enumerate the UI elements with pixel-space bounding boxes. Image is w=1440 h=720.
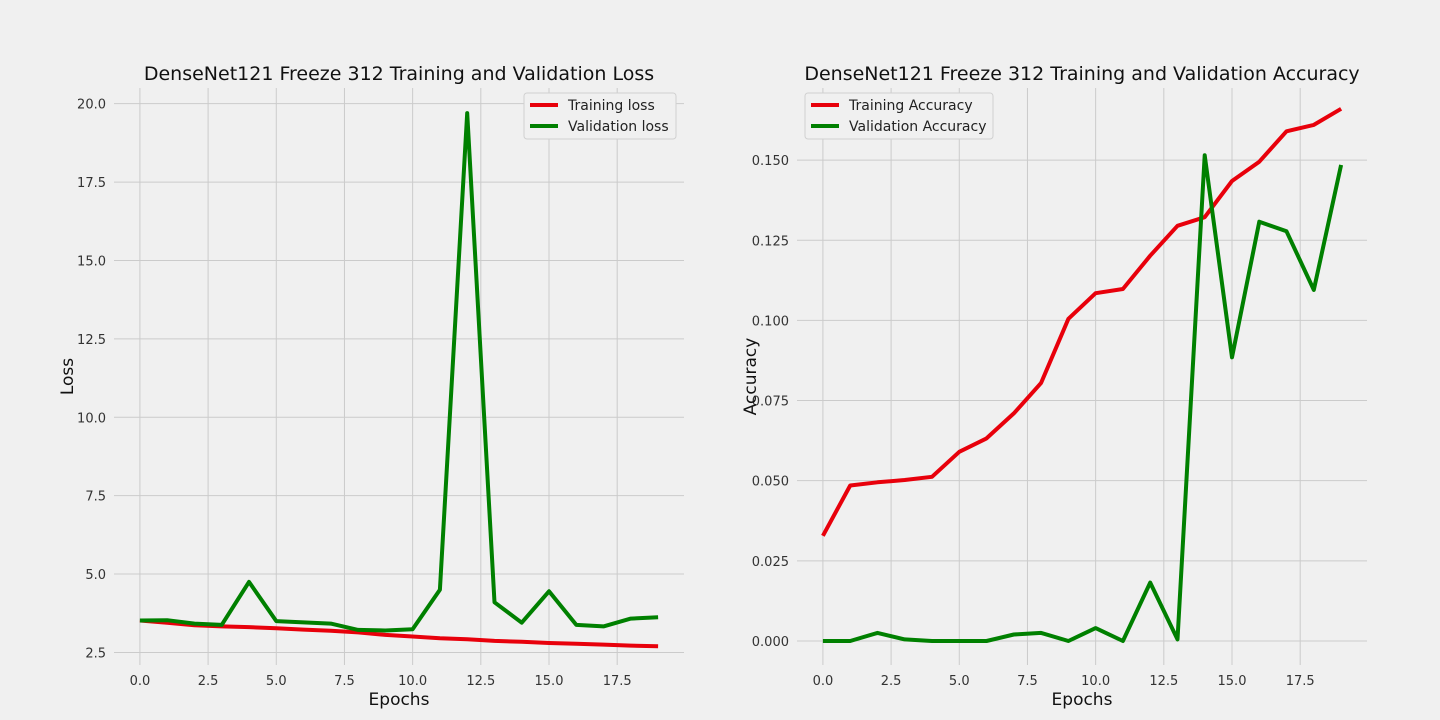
- legend-box: [804, 92, 994, 140]
- legend-label: Training Accuracy: [848, 98, 973, 114]
- y-tick-label: 0.025: [752, 555, 789, 570]
- x-tick-label: 0.0: [130, 674, 151, 689]
- y-tick-label: 20.0: [77, 98, 106, 113]
- y-tick-label: 0.050: [752, 475, 789, 490]
- legend-label: Validation Accuracy: [849, 119, 987, 135]
- series-line-1: [139, 618, 659, 649]
- x-tick-label: 2.5: [881, 674, 902, 689]
- y-tick-label: 7.5: [85, 490, 106, 505]
- x-tick-label: 12.5: [1149, 674, 1178, 689]
- y-tick-label: 0.100: [752, 314, 789, 329]
- y-tick-label: 0.000: [752, 635, 789, 650]
- legend: Training loss Validation loss: [523, 92, 677, 140]
- y-tick-label: 17.5: [77, 176, 106, 191]
- legend-box: [523, 92, 677, 140]
- x-tick-label: 12.5: [466, 674, 495, 689]
- series-line-1: [821, 107, 1343, 537]
- x-tick-label: 17.5: [1286, 674, 1315, 689]
- x-tick-label: 5.0: [949, 674, 970, 689]
- series-line-2: [822, 153, 1344, 643]
- legend: Training Accuracy Validation Accuracy: [804, 92, 994, 140]
- series-line-2: [139, 111, 659, 633]
- y-tick-label: 0.125: [752, 234, 789, 249]
- x-tick-label: 15.0: [1218, 674, 1247, 689]
- y-tick-label: 0.150: [752, 154, 789, 169]
- x-tick-label: 7.5: [1017, 674, 1038, 689]
- x-tick-label: 7.5: [334, 674, 355, 689]
- y-tick-label: 10.0: [77, 411, 106, 426]
- x-tick-label: 0.0: [813, 674, 834, 689]
- chart-panel-1: 0.0 2.5 5.0 7.5 10.0 12.5 15.0 17.5 2.5 5.0 7.5 10.…: [58, 63, 684, 710]
- x-tick-label: 5.0: [266, 674, 287, 689]
- x-tick-label: 10.0: [1081, 674, 1110, 689]
- y-tick-label: 2.5: [85, 646, 106, 661]
- x-tick-label: 10.0: [398, 674, 427, 689]
- chart-title: DenseNet121 Freeze 312 Training and Vali…: [144, 63, 654, 85]
- legend-label: Validation loss: [568, 119, 669, 135]
- x-axis-label: Epochs: [1052, 690, 1113, 710]
- y-tick-label: 0.075: [752, 395, 789, 410]
- x-axis-label: Epochs: [369, 690, 430, 710]
- y-tick-label: 5.0: [85, 568, 106, 583]
- x-tick-label: 15.0: [535, 674, 564, 689]
- chart-title: DenseNet121 Freeze 312 Training and Vali…: [804, 63, 1359, 85]
- chart-panel-2: 0.0 2.5 5.0 7.5 10.0 12.5 15.0 17.5 0.000 0.025 0.…: [741, 63, 1367, 710]
- y-tick-label: 15.0: [77, 254, 106, 269]
- legend-label: Training loss: [567, 98, 655, 114]
- x-tick-label: 2.5: [198, 674, 219, 689]
- y-axis-label: Accuracy: [741, 338, 761, 416]
- x-tick-label: 17.5: [603, 674, 632, 689]
- y-tick-label: 12.5: [77, 333, 106, 348]
- y-axis-label: Loss: [58, 358, 78, 395]
